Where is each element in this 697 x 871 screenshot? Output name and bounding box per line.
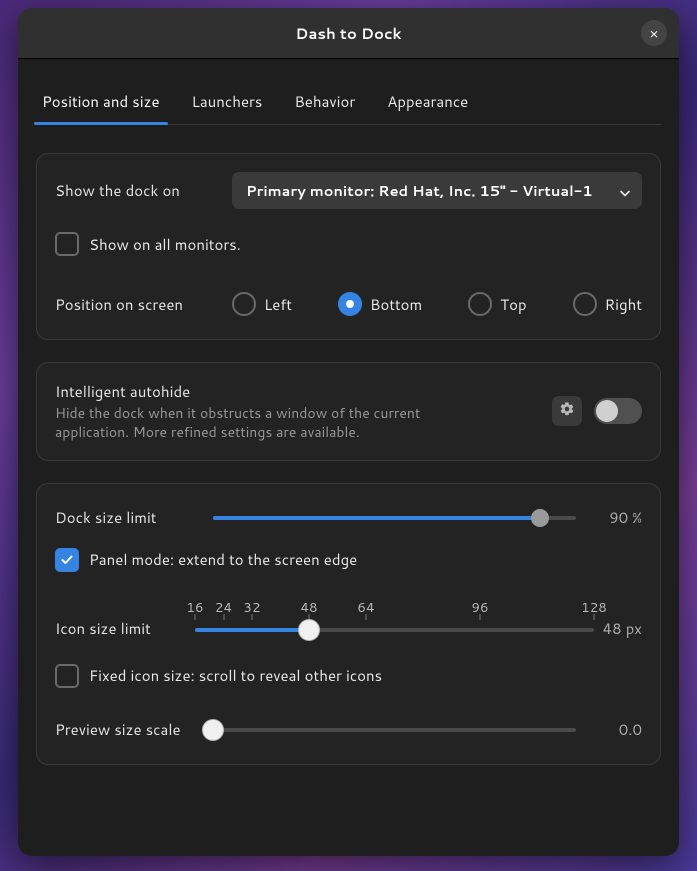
dock-size-value: 90 % [594, 507, 642, 528]
tick-mark [223, 614, 224, 620]
radio-label: Right [605, 294, 642, 315]
panel-mode-checkbox[interactable] [55, 548, 79, 572]
tick-mark [594, 614, 595, 620]
preferences-window: Dash to Dock × Position and size Launcher… [18, 8, 679, 856]
tick-mark [480, 614, 481, 620]
position-radio-top[interactable]: Top [468, 292, 526, 316]
preview-scale-value: 0.0 [594, 719, 642, 740]
dock-size-label: Dock size limit [55, 507, 195, 528]
icon-size-slider[interactable]: 162432486496128 [195, 598, 594, 650]
position-on-screen-row: Position on screen Left Bottom Top Right [55, 287, 642, 321]
autohide-row: Intelligent autohide Hide the dock when … [55, 381, 642, 442]
show-all-monitors-label: Show on all monitors. [89, 234, 241, 255]
radio-label: Bottom [370, 294, 422, 315]
size-group: Dock size limit 90 % Panel mode: extend … [36, 483, 661, 765]
show-all-monitors-row: Show on all monitors. [55, 227, 642, 261]
slider-fill [213, 516, 540, 520]
position-group: Show the dock on Primary monitor: Red Ha… [36, 153, 661, 340]
icon-track-area [195, 616, 594, 646]
position-radio-bottom[interactable]: Bottom [338, 292, 422, 316]
tick-mark [252, 614, 253, 620]
radio-label: Top [500, 294, 526, 315]
icon-size-row: Icon size limit 162432486496128 48 px [55, 598, 642, 650]
preview-scale-row: Preview size scale 0.0 [55, 714, 642, 746]
monitor-dropdown[interactable]: Primary monitor: Red Hat, Inc. 15" - Vir… [232, 172, 642, 209]
gear-icon [559, 400, 575, 423]
preview-scale-label: Preview size scale [55, 719, 195, 740]
autohide-title: Intelligent autohide [55, 381, 552, 402]
tab-behavior[interactable]: Behavior [292, 77, 357, 124]
switch-knob [596, 400, 618, 422]
close-button[interactable]: × [641, 20, 667, 46]
fixed-icon-row: Fixed icon size: scroll to reveal other … [55, 664, 642, 688]
position-radio-left[interactable]: Left [232, 292, 292, 316]
autohide-switch[interactable] [594, 398, 642, 424]
dock-size-slider[interactable] [213, 502, 576, 534]
radio-icon [338, 292, 362, 316]
position-on-screen-label: Position on screen [55, 294, 183, 315]
tab-position-and-size[interactable]: Position and size [40, 77, 162, 124]
tab-bar: Position and size Launchers Behavior Appear… [36, 77, 661, 125]
icon-tick-labels: 162432486496128 [195, 598, 594, 616]
radio-icon [573, 292, 597, 316]
window-title: Dash to Dock [295, 23, 401, 44]
dock-size-row: Dock size limit 90 % [55, 502, 642, 534]
tab-appearance[interactable]: Appearance [385, 77, 470, 124]
autohide-settings-button[interactable] [552, 396, 582, 426]
radio-label: Left [264, 294, 292, 315]
show-dock-on-row: Show the dock on Primary monitor: Red Ha… [55, 172, 642, 209]
slider-thumb[interactable] [298, 619, 320, 641]
fixed-icon-checkbox[interactable] [55, 664, 79, 688]
slider-fill [195, 628, 309, 632]
icon-size-label: Icon size limit [55, 598, 195, 639]
chevron-down-icon [620, 180, 630, 201]
position-radio-right[interactable]: Right [573, 292, 642, 316]
show-dock-on-label: Show the dock on [55, 180, 180, 201]
slider-track [213, 728, 576, 732]
panel-mode-row: Panel mode: extend to the screen edge [55, 548, 642, 572]
tick-mark [195, 614, 196, 620]
titlebar: Dash to Dock × [18, 8, 679, 59]
close-icon: × [649, 26, 659, 41]
radio-icon [232, 292, 256, 316]
radio-icon [468, 292, 492, 316]
panel-mode-label: Panel mode: extend to the screen edge [89, 549, 357, 570]
tick-mark [366, 614, 367, 620]
monitor-selected-value: Primary monitor: Red Hat, Inc. 15" - Vir… [246, 180, 593, 201]
autohide-text: Intelligent autohide Hide the dock when … [55, 381, 552, 442]
autohide-description: Hide the dock when it obstructs a window… [55, 404, 445, 442]
autohide-group: Intelligent autohide Hide the dock when … [36, 362, 661, 461]
tab-launchers[interactable]: Launchers [190, 77, 265, 124]
slider-thumb[interactable] [202, 719, 224, 741]
show-all-monitors-checkbox[interactable] [55, 232, 79, 256]
slider-thumb[interactable] [531, 509, 549, 527]
fixed-icon-label: Fixed icon size: scroll to reveal other … [89, 665, 382, 686]
preview-scale-slider[interactable] [213, 714, 576, 746]
position-radio-group: Left Bottom Top Right [232, 292, 642, 316]
window-body: Position and size Launchers Behavior Appear… [18, 59, 679, 856]
